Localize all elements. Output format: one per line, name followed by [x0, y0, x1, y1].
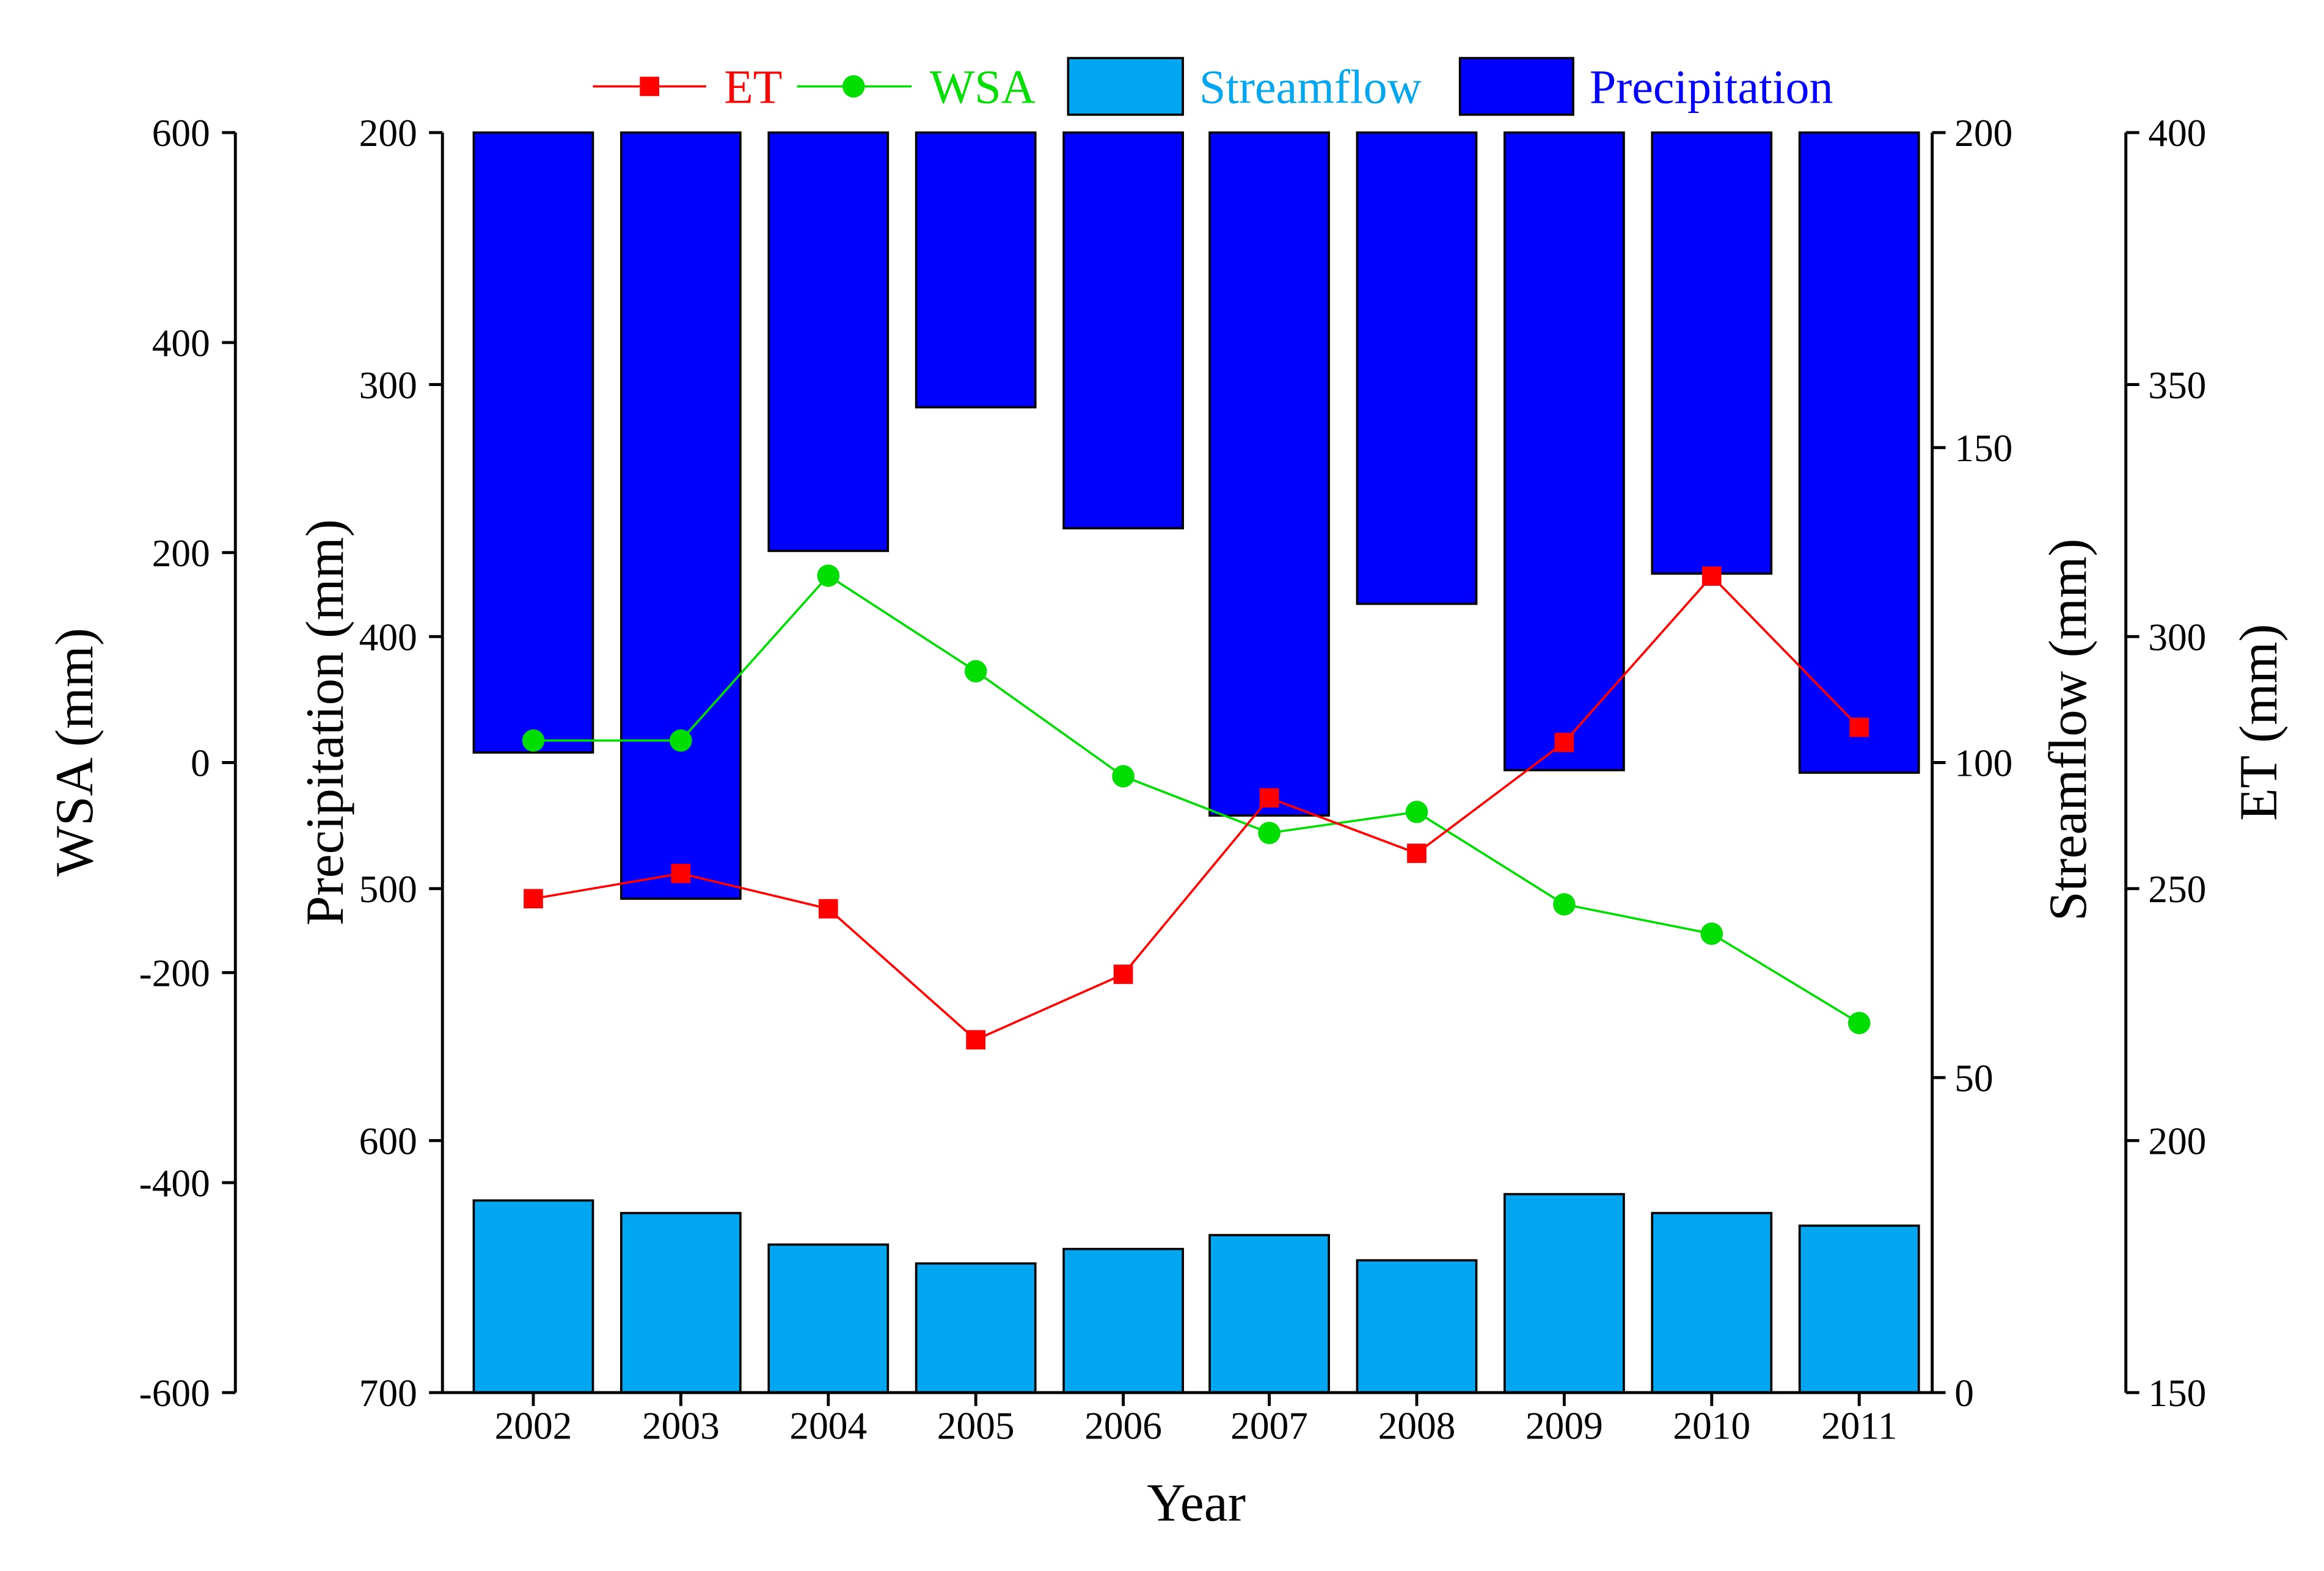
legend-wsa-marker	[842, 75, 865, 98]
streamflow-axis-tick-label: 100	[1954, 742, 2012, 785]
et-axis-tick-label: 200	[2148, 1120, 2206, 1163]
wsa-axis-tick-label: 600	[152, 112, 210, 155]
wsa-point	[1847, 1011, 1871, 1035]
streamflow-axis-tick-label: 50	[1954, 1057, 1993, 1099]
wsa-point	[1553, 893, 1576, 916]
et-axis-tick-label: 400	[2148, 112, 2206, 155]
precipitation-axis-tick-label: 400	[359, 616, 417, 658]
et-point	[1849, 717, 1869, 737]
et-axis-tick-label: 350	[2148, 364, 2206, 407]
precipitation-bar	[1208, 131, 1330, 817]
wsa-axis-tick-label: -400	[139, 1162, 210, 1205]
et-line	[533, 574, 1860, 1041]
wsa-axis-tick-label: -600	[139, 1372, 210, 1415]
et-point	[524, 889, 543, 909]
wsa-point	[1258, 822, 1281, 844]
streamflow-axis-title: Streamflow (mm)	[2038, 539, 2097, 921]
streamflow-axis-tick-label: 0	[1954, 1372, 1974, 1415]
precipitation-bar	[1356, 131, 1478, 605]
legend-et-marker	[640, 76, 660, 97]
plot-area	[472, 131, 1920, 1394]
wsa-point	[670, 729, 692, 752]
x-axis-tick-label: 2008	[1378, 1405, 1456, 1448]
precipitation-axis-tick-label: 700	[359, 1372, 417, 1415]
x-axis-tick-label: 2003	[642, 1405, 720, 1448]
wsa-point	[817, 564, 840, 587]
legend-streamflow-label: Streamflow	[1199, 60, 1422, 114]
wsa-axis-title: WSA (mm)	[45, 628, 104, 877]
legend-et-label: ET	[724, 60, 782, 114]
et-axis-tick-label: 150	[2148, 1372, 2206, 1415]
et-point	[1113, 964, 1133, 984]
streamflow-axis-tick-label: 150	[1954, 427, 2012, 470]
et-point	[1407, 844, 1427, 863]
et-point	[1259, 788, 1279, 808]
et-axis-tick-label: 300	[2148, 616, 2206, 658]
x-axis-title: Year	[1147, 1473, 1246, 1533]
legend: ET WSA Streamflow Precipitation	[593, 57, 1833, 116]
legend-precipitation-swatch	[1458, 57, 1574, 116]
precipitation-bar	[915, 131, 1037, 409]
et-point	[966, 1030, 986, 1050]
streamflow-bar	[1798, 1224, 1920, 1394]
precipitation-bar	[1651, 131, 1773, 575]
precipitation-bar	[472, 131, 594, 754]
streamflow-bar	[1208, 1234, 1330, 1394]
streamflow-bar	[1504, 1193, 1625, 1394]
precipitation-axis-title: Precipitation (mm)	[295, 519, 354, 925]
wsa-point	[1700, 922, 1723, 945]
wsa-axis-tick-label: -200	[139, 952, 210, 995]
wsa-point	[964, 660, 987, 683]
precipitation-bar	[767, 131, 890, 552]
wsa-axis-tick-label: 0	[191, 742, 210, 785]
precipitation-axis-tick-label: 200	[359, 112, 417, 155]
precipitation-axis-tick-label: 300	[359, 364, 417, 407]
et-point	[671, 864, 691, 883]
x-axis-tick-label: 2005	[937, 1405, 1015, 1448]
x-axis-tick-label: 2011	[1821, 1405, 1897, 1448]
wsa-axis-tick-label: 400	[152, 322, 210, 365]
precipitation-axis-tick-label: 500	[359, 868, 417, 911]
precipitation-axis-tick-label: 600	[359, 1120, 417, 1163]
et-point	[818, 898, 838, 919]
legend-precipitation-label: Precipitation	[1590, 60, 1833, 114]
streamflow-bar	[472, 1199, 594, 1394]
x-axis-tick-label: 2010	[1673, 1405, 1750, 1448]
precipitation-bar	[1062, 131, 1184, 530]
x-axis-tick-label: 2002	[495, 1405, 572, 1448]
wsa-point	[1112, 765, 1135, 788]
et-axis-title: ET (mm)	[2229, 624, 2288, 821]
streamflow-bar	[915, 1262, 1037, 1394]
precipitation-bar	[1504, 131, 1625, 771]
streamflow-bar	[1356, 1259, 1478, 1394]
x-axis-tick-label: 2007	[1230, 1405, 1308, 1448]
wsa-axis-tick-label: 200	[152, 532, 210, 575]
axes: 6004002000-200-400-600200300400500600700…	[45, 112, 2288, 1532]
precipitation-bar	[620, 131, 742, 900]
wsa-point	[1405, 801, 1428, 823]
wsa-point	[522, 729, 545, 752]
streamflow-bar	[1062, 1247, 1184, 1394]
wsa-line	[533, 574, 1860, 1024]
et-axis-tick-label: 250	[2148, 868, 2206, 911]
legend-streamflow-swatch	[1067, 57, 1184, 116]
x-axis-tick-label: 2004	[789, 1405, 867, 1448]
streamflow-bar	[1651, 1212, 1773, 1394]
precipitation-bar	[1798, 131, 1920, 774]
et-point	[1554, 732, 1574, 753]
legend-wsa-label: WSA	[930, 60, 1036, 114]
x-axis-tick-label: 2009	[1526, 1405, 1603, 1448]
streamflow-axis-tick-label: 200	[1954, 112, 2012, 155]
et-point	[1701, 566, 1722, 586]
streamflow-bar	[767, 1243, 890, 1394]
streamflow-bar	[620, 1212, 742, 1394]
x-axis-tick-label: 2006	[1084, 1405, 1162, 1448]
